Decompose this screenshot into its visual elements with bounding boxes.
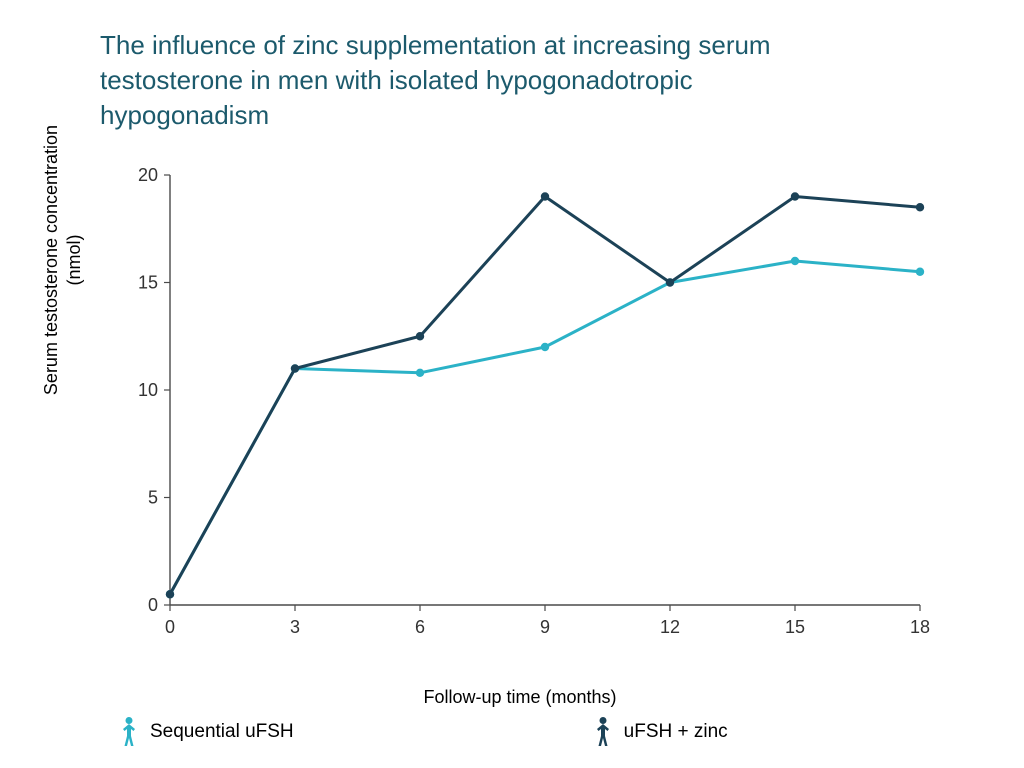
legend-item-zinc: uFSH + zinc xyxy=(594,716,728,748)
svg-text:15: 15 xyxy=(138,273,158,293)
svg-text:0: 0 xyxy=(165,617,175,637)
x-axis-label: Follow-up time (months) xyxy=(100,687,940,708)
svg-text:6: 6 xyxy=(415,617,425,637)
chart-legend: Sequential uFSH uFSH + zinc xyxy=(120,714,960,750)
svg-text:12: 12 xyxy=(660,617,680,637)
line-chart: 0 5 10 15 20 0 3 6 9 12 15 18 xyxy=(100,165,940,655)
svg-text:20: 20 xyxy=(138,165,158,185)
legend-item-sequential: Sequential uFSH xyxy=(120,716,294,748)
svg-text:15: 15 xyxy=(785,617,805,637)
y-axis-label: Serum testosterone concentration (nmol) xyxy=(40,110,85,410)
svg-text:9: 9 xyxy=(540,617,550,637)
svg-text:3: 3 xyxy=(290,617,300,637)
svg-text:10: 10 xyxy=(138,380,158,400)
svg-text:18: 18 xyxy=(910,617,930,637)
person-icon xyxy=(120,716,138,748)
legend-label: uFSH + zinc xyxy=(624,721,728,743)
svg-text:5: 5 xyxy=(148,488,158,508)
svg-text:0: 0 xyxy=(148,595,158,615)
legend-label: Sequential uFSH xyxy=(150,721,294,743)
person-icon xyxy=(594,716,612,748)
chart-title: The influence of zinc supplementation at… xyxy=(100,28,840,133)
